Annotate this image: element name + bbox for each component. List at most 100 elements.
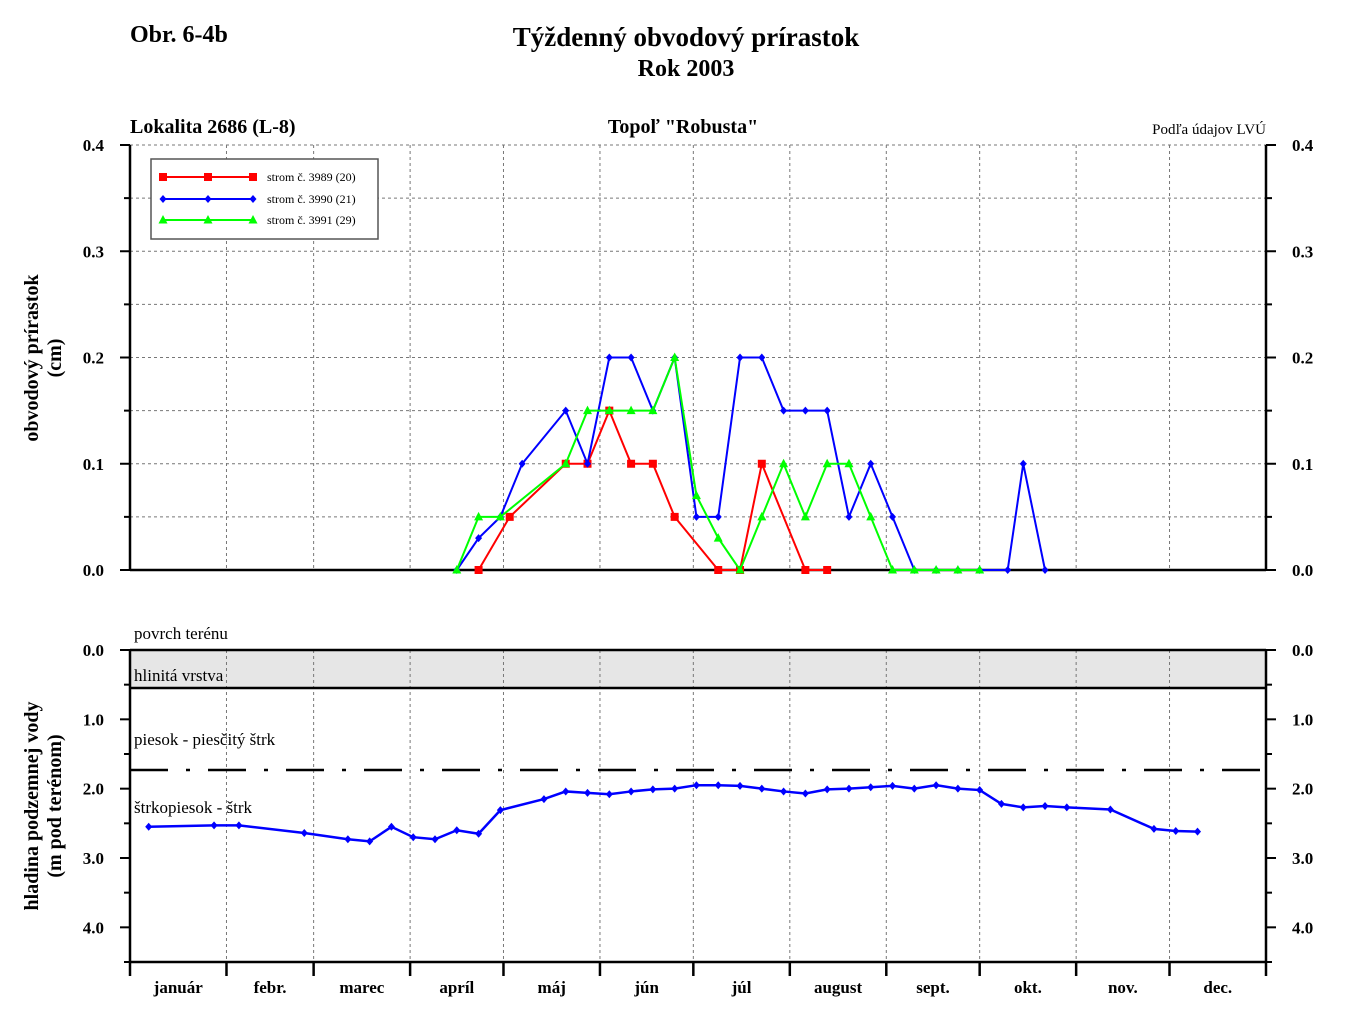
series-3-point (474, 511, 484, 521)
series-3-point (779, 458, 789, 468)
groundwater-point (910, 784, 918, 793)
groundwater-point (1041, 802, 1049, 810)
bottom-right-tick-label: 0.0 (1292, 641, 1313, 660)
bottom-grid (225, 650, 1171, 962)
groundwater-point (1106, 805, 1114, 814)
series-2-point (1041, 566, 1049, 574)
bottom-left-tick-label: 0.0 (83, 641, 104, 660)
legend-entry-2: strom č. 3990 (21) (267, 192, 356, 206)
groundwater-point (387, 822, 395, 831)
series-3-point (670, 352, 680, 361)
groundwater-point (409, 833, 417, 842)
legend-marker-1 (249, 173, 257, 181)
series-3-point (975, 565, 985, 574)
chart-subtitle: Rok 2003 (638, 56, 735, 82)
groundwater-point (692, 781, 700, 790)
legend-marker-3 (203, 215, 213, 224)
month-label: júl (731, 978, 752, 997)
groundwater-point (1150, 824, 1158, 833)
chart-title: Týždenný obvodový prírastok (513, 22, 860, 52)
series-2-point (584, 459, 592, 468)
month-label: febr. (254, 978, 287, 997)
figure-label: Obr. 6-4b (130, 22, 228, 48)
month-label: august (814, 978, 863, 997)
series-3-point (713, 533, 723, 542)
groundwater-point (145, 822, 153, 831)
groundwater-point (801, 789, 809, 798)
series-3-point (909, 565, 919, 574)
series-3-point (604, 405, 614, 415)
bottom-left-tick-label: 4.0 (83, 918, 104, 937)
groundwater-point (780, 787, 788, 796)
series-2-point (736, 353, 744, 362)
groundwater-point (540, 795, 548, 804)
top-right-tick-label: 0.0 (1292, 561, 1313, 580)
series-2-point (1004, 566, 1012, 574)
month-label: január (153, 978, 204, 997)
top-axes: 0.0 0.0 0.1 0.1 0.2 0.2 0.3 0.3 0.4 0.4 (83, 136, 1314, 580)
groundwater-point (845, 784, 853, 793)
series-2-point (801, 406, 809, 415)
top-left-tick-label: 0.2 (83, 349, 104, 368)
series-2-point (823, 406, 831, 415)
groundwater-point (300, 829, 308, 838)
top-left-tick-label: 0.0 (83, 561, 104, 580)
groundwater-point (431, 835, 439, 844)
groundwater-point (867, 783, 875, 792)
groundwater-point (496, 806, 504, 815)
groundwater-point (605, 790, 613, 799)
month-labels: január febr. marec apríl máj jún júl august sept… (153, 978, 1232, 997)
series-2-point (889, 512, 897, 521)
series-2-point (627, 353, 635, 362)
series-2-point (867, 459, 875, 468)
legend: strom č. 3989 (20) strom č. 3990 (21) st… (150, 158, 379, 240)
bottom-right-tick-label: 3.0 (1292, 849, 1313, 868)
series-3-point (822, 458, 832, 468)
bottom-left-tick-label: 3.0 (83, 849, 104, 868)
series-2-point (1019, 459, 1027, 468)
bottom-y-axis-title: hladina podzemnej vody (21, 702, 43, 911)
groundwater-point (932, 781, 940, 790)
top-right-tick-label: 0.2 (1292, 349, 1313, 368)
series-2-point (692, 512, 700, 521)
series-3-point (866, 511, 876, 521)
legend-marker-2 (159, 195, 167, 203)
series-2-point (605, 353, 613, 362)
series-3-point (757, 511, 767, 521)
series-3-point (691, 490, 701, 500)
top-right-tick-label: 0.4 (1292, 136, 1314, 155)
groundwater-point (976, 786, 984, 795)
top-series (452, 352, 1049, 574)
top-right-tick-label: 0.3 (1292, 242, 1313, 261)
series-1-point (648, 459, 657, 468)
legend-marker-1 (204, 173, 212, 181)
series-1-point (670, 512, 679, 521)
series-3-point (452, 565, 462, 574)
groundwater-point (210, 821, 218, 830)
groundwater-point (235, 821, 243, 830)
groundwater-point (671, 784, 679, 793)
bottom-right-tick-label: 2.0 (1292, 780, 1313, 799)
series-2-point (562, 406, 570, 415)
month-label: dec. (1203, 978, 1232, 997)
top-y-axis-unit: (cm) (44, 339, 66, 378)
top-left-tick-label: 0.1 (83, 455, 104, 474)
groundwater-point (366, 837, 374, 846)
layer-label-clay: hlinitá vrstva (134, 666, 224, 685)
groundwater-point (627, 787, 635, 796)
source-note: Podľa údajov LVÚ (1152, 121, 1266, 138)
legend-marker-1 (159, 173, 167, 181)
month-label: apríl (439, 978, 474, 997)
legend-marker-2 (204, 195, 212, 203)
legend-entry-3: strom č. 3991 (29) (267, 213, 356, 227)
groundwater-point (889, 781, 897, 790)
groundwater-point (823, 785, 831, 794)
series-2-point (475, 534, 483, 543)
groundwater-point (1194, 827, 1202, 836)
series-line-1 (477, 407, 828, 571)
month-label: okt. (1014, 978, 1042, 997)
bottom-y-axis-unit: (m pod terénom) (44, 734, 66, 877)
groundwater-point (997, 799, 1005, 808)
month-label: sept. (916, 978, 950, 997)
